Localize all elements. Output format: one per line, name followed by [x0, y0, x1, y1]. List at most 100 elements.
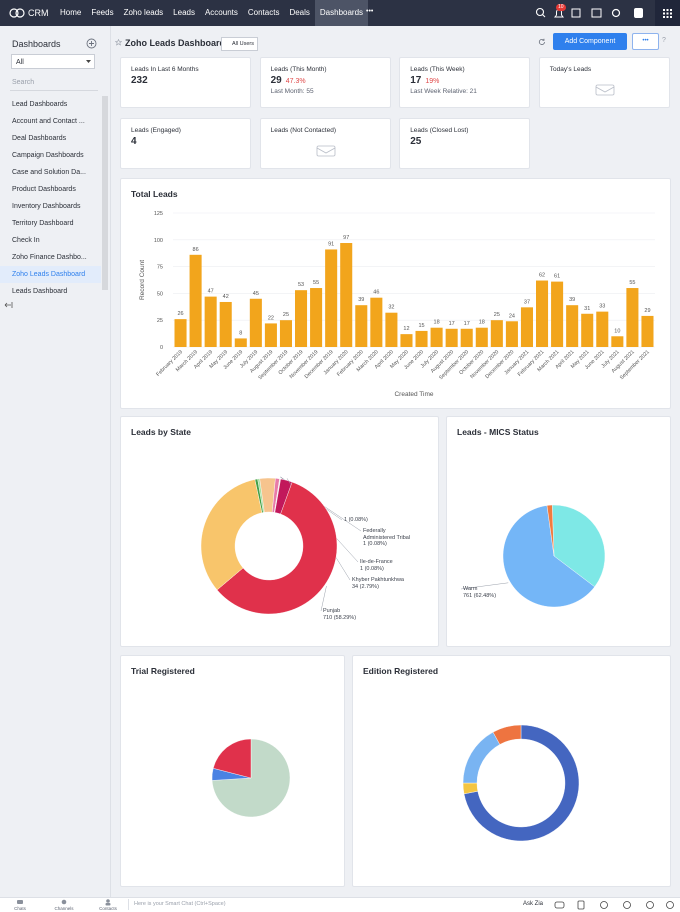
- footer-tab[interactable]: Contacts: [99, 906, 117, 911]
- refresh-icon[interactable]: [538, 38, 546, 46]
- dashboard-item[interactable]: Product Dashboards: [12, 186, 76, 193]
- card-value: 25: [410, 136, 422, 147]
- envelope: [316, 145, 335, 157]
- slice-value: 1 (0.08%): [344, 517, 368, 523]
- slice: [502, 505, 595, 608]
- card-change: 47.3%: [285, 78, 306, 85]
- slice: [552, 504, 606, 588]
- bar: [490, 320, 503, 347]
- dashboard-item[interactable]: Inventory Dashboards: [12, 203, 81, 210]
- card-value: 17: [410, 75, 422, 86]
- slice: [212, 738, 252, 779]
- bar: [415, 330, 428, 347]
- chart: Edition Registered: [363, 666, 580, 842]
- data-label: 15: [418, 323, 424, 329]
- footer-bar: Chats Channels Contacts Here is your Smart…: [0, 897, 680, 912]
- bar: [204, 296, 217, 347]
- dashboard-item[interactable]: Zoho Finance Dashbo...: [12, 254, 87, 261]
- dashboard-item[interactable]: Leads Dashboard: [12, 288, 68, 295]
- data-label: 18: [434, 320, 440, 326]
- data-label: 31: [584, 306, 590, 312]
- card-sub: Last Month: 55: [270, 88, 314, 95]
- data-label: 91: [328, 241, 334, 247]
- nav-tab[interactable]: Zoho leads: [123, 8, 164, 17]
- slice: [546, 504, 555, 557]
- slice-value: 1 (0.08%): [363, 541, 387, 547]
- nav-tab[interactable]: Home: [60, 8, 82, 17]
- card-sub: Last Week Relative: 21: [410, 88, 477, 95]
- slice: [200, 479, 263, 591]
- users-filter[interactable]: All Users: [221, 37, 259, 51]
- slice-value: 710 (58.29%): [323, 614, 357, 621]
- dashboard-item[interactable]: Case and Solution Da...: [12, 169, 86, 176]
- bar: [400, 334, 413, 347]
- bar: [581, 313, 594, 347]
- dashboard-item[interactable]: Lead Dashboards: [12, 101, 68, 108]
- empty-icon: [316, 145, 335, 157]
- envelope-flap: [316, 147, 335, 154]
- scrollbar[interactable]: [102, 96, 108, 290]
- dashboard-list: Lead Dashboards Account and Contact ... De…: [0, 96, 101, 300]
- y-tick-label: 25: [157, 318, 163, 324]
- dashboard-item[interactable]: Account and Contact ...: [12, 118, 85, 125]
- footer-tab[interactable]: Chats: [14, 906, 26, 911]
- sidebar-title: Dashboards: [12, 39, 61, 49]
- dashboard-item[interactable]: Zoho Leads Dashboard: [0, 266, 101, 283]
- card-change: 19%: [425, 78, 440, 85]
- kpi-card: Leads In Last 6 Months 232: [120, 57, 251, 108]
- bar: [551, 281, 564, 347]
- card-value-row: 232: [131, 75, 148, 86]
- dashboard-item[interactable]: Territory Dashboard: [12, 220, 74, 227]
- card-title: Leads In Last 6 Months: [131, 66, 199, 73]
- more-button[interactable]: •••: [632, 33, 659, 50]
- footer-tab[interactable]: Channels: [54, 906, 74, 911]
- dashboard-item[interactable]: Campaign Dashboards: [12, 152, 84, 159]
- nav-tab[interactable]: Deals: [289, 8, 310, 17]
- nav-more[interactable]: •••: [366, 8, 374, 15]
- kpi-card: Leads (Engaged) 4: [120, 118, 251, 169]
- brand[interactable]: CRM: [28, 8, 49, 18]
- data-label: 18: [479, 320, 485, 326]
- nav-tabs: Home Feeds Zoho leads Leads Accounts Contacts…: [55, 0, 369, 26]
- y-tick-label: 125: [154, 211, 163, 217]
- nav-tab[interactable]: Leads: [173, 8, 195, 17]
- slice-value: 761 (62.48%): [463, 592, 497, 599]
- add-component-button[interactable]: Add Component: [553, 33, 627, 50]
- nav-tab[interactable]: Dashboards: [314, 0, 369, 26]
- bar: [355, 305, 368, 347]
- kpi-cards: Leads In Last 6 Months 232 Leads (This Mon…: [120, 57, 670, 169]
- help-icon[interactable]: ?: [662, 37, 666, 44]
- envelope-flap: [595, 86, 614, 93]
- dashboard-item[interactable]: Check In: [12, 237, 40, 244]
- slice-label: Federally Administered Tribal 1 (0.08%): [363, 528, 415, 548]
- chart: Trial Registered: [131, 666, 291, 818]
- add-icon[interactable]: [86, 38, 97, 49]
- collapse-icon[interactable]: [4, 301, 14, 309]
- slice-value: 34 (2.79%): [352, 583, 379, 590]
- nav-tab[interactable]: Accounts: [204, 8, 238, 17]
- footer-tools: [554, 900, 674, 910]
- bar: [641, 315, 654, 347]
- data-label: 45: [253, 291, 259, 297]
- ask-zia[interactable]: Ask Zia: [523, 901, 544, 907]
- sidebar: Dashboards All Search Lead Dashboards Acc…: [0, 26, 111, 897]
- dashboard-item[interactable]: Deal Dashboards: [12, 135, 67, 142]
- bar: [566, 305, 579, 347]
- bar: [249, 298, 262, 347]
- y-tick-label: 50: [157, 291, 163, 297]
- filter-select[interactable]: All: [11, 54, 95, 69]
- nav-tab[interactable]: Feeds: [91, 8, 114, 17]
- bar: [596, 311, 609, 347]
- slice-name: Punjab: [323, 608, 341, 614]
- star-icon[interactable]: [115, 39, 122, 46]
- dashboard-title: Zoho Leads Dashboard: [125, 38, 226, 48]
- data-label: 25: [283, 312, 289, 318]
- nav-tab[interactable]: Contacts: [247, 8, 280, 17]
- smart-chat-input[interactable]: Here is your Smart Chat (Ctrl+Space): [128, 899, 522, 910]
- slice-value: 1 (0.08%): [360, 565, 384, 572]
- slice: [463, 724, 580, 842]
- envelope: [595, 84, 615, 96]
- y-tick-label: 100: [154, 238, 163, 244]
- search-input[interactable]: Search: [12, 79, 35, 86]
